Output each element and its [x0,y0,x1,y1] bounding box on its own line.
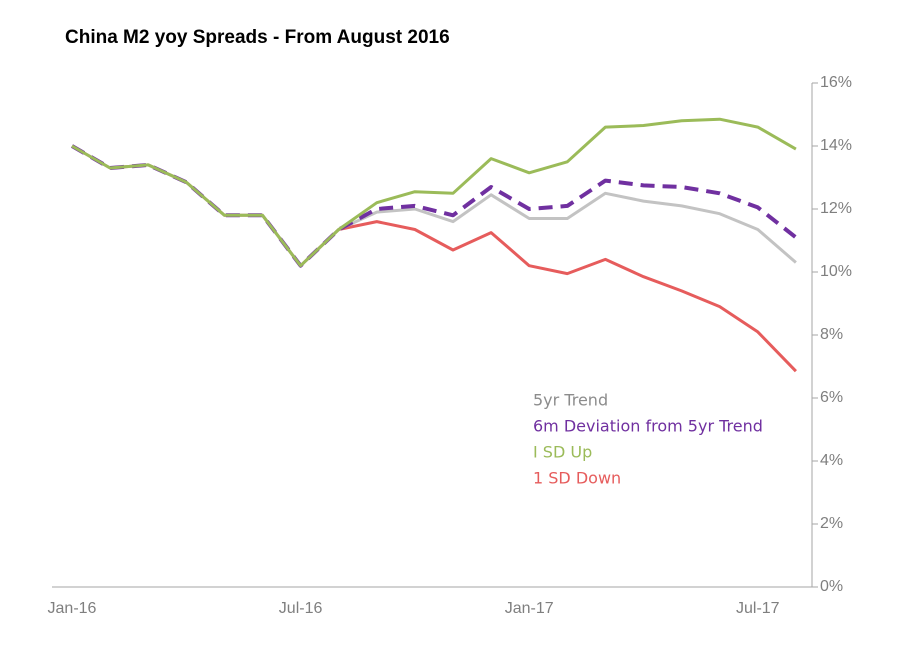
y-tick-label: 0% [820,578,843,595]
y-tick-label: 16% [820,74,852,91]
y-tick-label: 12% [820,200,852,217]
legend-label: 1 SD Down [533,469,621,488]
legend-label: 5yr Trend [533,391,608,410]
y-tick-label: 6% [820,389,843,406]
y-tick-label: 10% [820,263,852,280]
x-tick-label: Jul-16 [279,600,323,617]
chart-title: China M2 yoy Spreads - From August 2016 [65,27,450,48]
y-tick-label: 4% [820,452,843,469]
series-line [71,144,797,268]
series-line [71,117,797,268]
x-tick-label: Jul-17 [736,600,780,617]
y-tick-label: 14% [820,137,852,154]
y-tick-label: 2% [820,515,843,532]
legend-label: I SD Up [533,443,592,462]
y-tick-label: 8% [820,326,843,343]
legend-label: 6m Deviation from 5yr Trend [533,417,763,436]
x-tick-label: Jan-16 [48,600,97,617]
x-tick-label: Jan-17 [505,600,554,617]
